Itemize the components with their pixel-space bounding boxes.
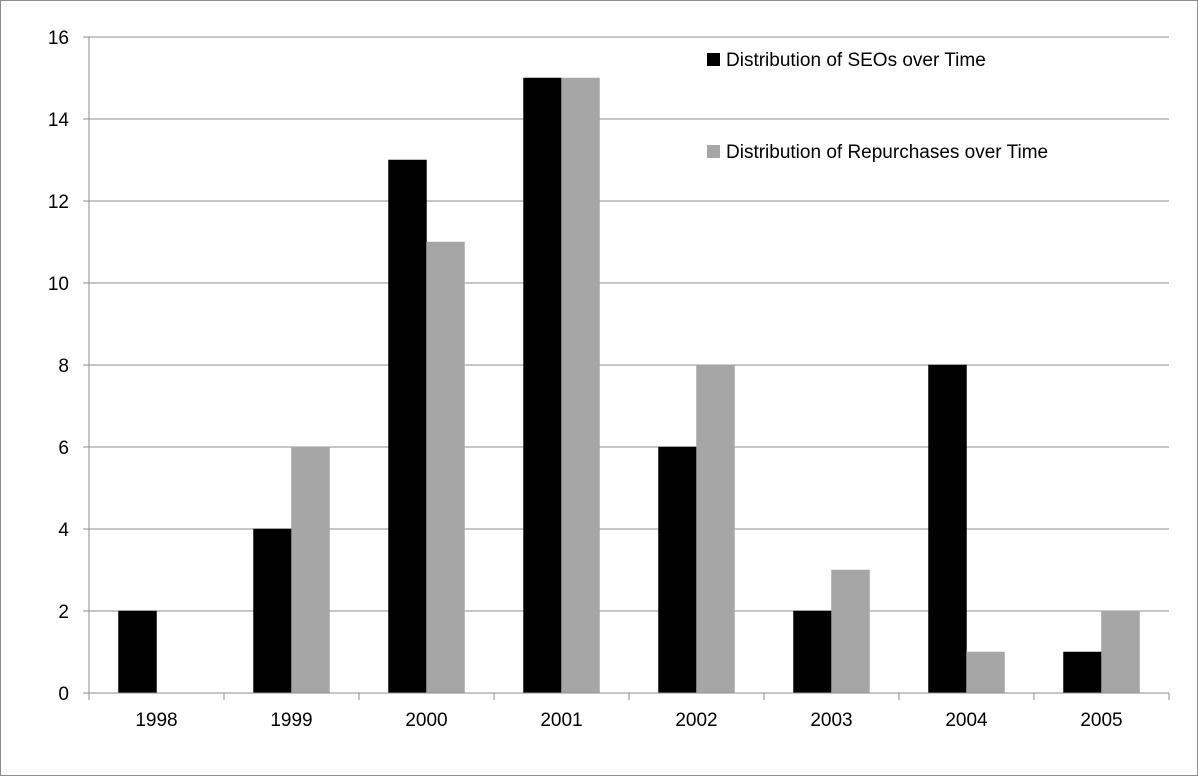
bar-seos: [388, 159, 427, 694]
x-tick-labels: 1998 1999 2000 2001 2002 2003 2004 2005: [135, 710, 1122, 731]
x-tick-label: 2000: [405, 710, 447, 731]
bar-seos: [118, 610, 157, 694]
bar-repurchases: [1101, 610, 1140, 694]
x-tick-label: 1999: [270, 710, 312, 731]
y-tick-labels: 0 2 4 6 8 10 12 14 16: [48, 28, 70, 705]
y-tick-label: 10: [48, 274, 69, 295]
bar-repurchases: [291, 446, 330, 694]
x-tick-label: 2003: [810, 710, 852, 731]
legend: Distribution of SEOs over Time Distributi…: [707, 50, 1048, 163]
legend-swatch-repurchases: [707, 145, 720, 158]
bars: [118, 77, 1140, 694]
y-tick-label: 2: [58, 602, 69, 623]
bar-seos: [253, 528, 292, 694]
y-tick-label: 12: [48, 192, 69, 213]
bar-repurchases: [831, 569, 870, 694]
x-tick-label: 2004: [945, 710, 988, 731]
x-tick-label: 2001: [540, 710, 582, 731]
x-tick-label: 2002: [675, 710, 717, 731]
x-tick-label: 2005: [1080, 710, 1122, 731]
y-tick-label: 16: [48, 28, 69, 49]
bar-repurchases: [561, 77, 600, 694]
legend-label-seos: Distribution of SEOs over Time: [726, 50, 986, 71]
bar-repurchases: [966, 651, 1005, 694]
legend-label-repurchases: Distribution of Repurchases over Time: [726, 142, 1048, 163]
axes: [83, 36, 1170, 700]
bar-seos: [928, 364, 967, 694]
y-tick-label: 14: [48, 110, 70, 131]
x-tick-label: 1998: [135, 710, 177, 731]
y-tick-label: 6: [58, 438, 69, 459]
bar-repurchases: [696, 364, 735, 694]
bar-seos: [658, 446, 697, 694]
y-tick-label: 0: [58, 684, 69, 705]
bar-seos: [793, 610, 832, 694]
gridlines: [89, 36, 1169, 612]
y-tick-label: 4: [58, 520, 69, 541]
bar-seos: [1063, 651, 1102, 694]
legend-swatch-seos: [707, 53, 720, 66]
bar-repurchases: [426, 241, 465, 694]
y-tick-label: 8: [58, 356, 69, 377]
bar-seos: [523, 77, 562, 694]
